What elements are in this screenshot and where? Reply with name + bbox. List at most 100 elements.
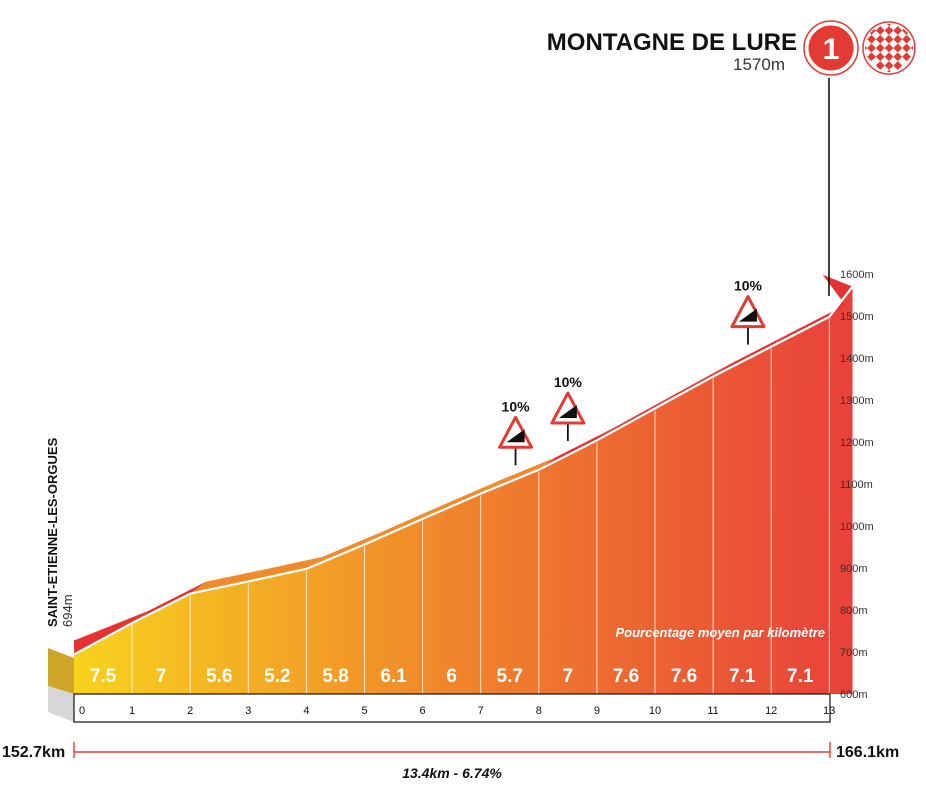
x-axis-ticks: 0 1 2 3 4 5 6 7 8 9 10 11 12 13 bbox=[79, 705, 835, 717]
baseline-band bbox=[73, 693, 831, 723]
gradient-label: 7.5 bbox=[90, 666, 117, 687]
summit-name: MONTAGNE DE LURE bbox=[547, 29, 797, 56]
edge-segment bbox=[422, 481, 497, 519]
flag-cells bbox=[865, 9, 913, 72]
gradient-label: 5.7 bbox=[497, 666, 523, 687]
steep-slope-glyph bbox=[506, 429, 525, 443]
base-band-bottom bbox=[48, 686, 74, 722]
edge-segment bbox=[480, 457, 555, 494]
y-tick-label: 1000m bbox=[840, 521, 874, 533]
gradient-note: Pourcentage moyen par kilomètre bbox=[615, 625, 825, 640]
x-tick-label: 7 bbox=[478, 705, 484, 717]
x-tick-label: 8 bbox=[536, 705, 542, 717]
flag-cell bbox=[902, 52, 911, 62]
flag-cell bbox=[884, 34, 894, 44]
flag-cell bbox=[884, 26, 894, 35]
flag-cell bbox=[884, 61, 894, 70]
y-tick-label: 1300m bbox=[840, 395, 874, 407]
summit-altitude: 1570m bbox=[733, 55, 785, 74]
edge-segment bbox=[822, 274, 853, 317]
y-tick-label: 1500m bbox=[840, 311, 874, 323]
x-tick-label: 9 bbox=[594, 705, 600, 717]
flag-cell bbox=[875, 34, 885, 44]
category-badge: 1 bbox=[803, 20, 859, 76]
flag-cell bbox=[867, 52, 876, 62]
flag-cell bbox=[875, 43, 885, 53]
edge-segment bbox=[306, 532, 381, 569]
steep-label: 10% bbox=[502, 398, 531, 414]
flag-cell bbox=[885, 9, 894, 18]
distance-summary: 13.4km - 6.74% bbox=[402, 765, 502, 781]
flag-cell bbox=[893, 43, 903, 53]
x-tick-label: 2 bbox=[187, 705, 193, 717]
gradient-label: 7 bbox=[156, 666, 167, 687]
end-km-label: 166.1km bbox=[836, 744, 899, 761]
start-km-label: 152.7km bbox=[2, 744, 65, 761]
gradient-label: 6.1 bbox=[380, 666, 407, 687]
gradient-label: 7 bbox=[563, 666, 574, 687]
gradient-label: 5.8 bbox=[322, 666, 348, 687]
start-name: SAINT-ETIENNE-LES-ORGUES bbox=[45, 437, 60, 627]
steep-slope-glyph bbox=[738, 308, 757, 322]
flag-cell bbox=[893, 61, 903, 70]
flag-cell bbox=[902, 43, 911, 53]
profile-line bbox=[73, 285, 854, 656]
gradient-label: 7.1 bbox=[729, 666, 756, 687]
y-tick-label: 1200m bbox=[840, 437, 874, 449]
base-band-top bbox=[48, 648, 74, 694]
flag-cell bbox=[884, 52, 894, 62]
y-tick-label: 1600m bbox=[840, 269, 874, 281]
x-tick-label: 4 bbox=[303, 705, 309, 717]
profile-area bbox=[74, 286, 853, 694]
flag-cell bbox=[902, 34, 911, 44]
steep-warning-icon bbox=[730, 295, 766, 329]
flag-cell bbox=[893, 52, 903, 62]
edge-segment bbox=[190, 569, 265, 594]
category-badge-text: 1 bbox=[823, 33, 840, 66]
y-tick-label: 900m bbox=[840, 563, 868, 575]
y-tick-label: 800m bbox=[840, 605, 868, 617]
steep-label: 10% bbox=[734, 278, 763, 294]
x-tick-label: 12 bbox=[765, 705, 777, 717]
steep-warning-icon bbox=[498, 415, 534, 449]
steep-section-marker: 10% bbox=[550, 374, 586, 442]
km-gridlines bbox=[131, 318, 830, 694]
edge-segment bbox=[364, 506, 439, 545]
steep-label: 10% bbox=[554, 374, 583, 390]
start-altitude: 694m bbox=[60, 594, 75, 627]
flag-cell bbox=[875, 52, 885, 62]
y-tick-label: 600m bbox=[840, 689, 868, 701]
steep-section-marker: 10% bbox=[730, 278, 766, 345]
x-tick-label: 11 bbox=[707, 705, 718, 717]
gradient-label: 7.6 bbox=[613, 666, 639, 687]
x-tick-label: 13 bbox=[823, 705, 835, 717]
flag-cell bbox=[867, 34, 876, 44]
x-tick-label: 10 bbox=[649, 705, 661, 717]
y-axis-ticks: 600m 700m 800m 900m 1000m 1100m 1200m 1300m 1400… bbox=[840, 269, 874, 701]
flag-cell bbox=[875, 61, 885, 70]
y-tick-label: 1100m bbox=[840, 479, 873, 491]
y-tick-label: 1400m bbox=[840, 353, 874, 365]
flag-cell bbox=[867, 43, 876, 53]
gradient-label: 7.6 bbox=[671, 666, 697, 687]
flag-cell bbox=[875, 26, 885, 35]
steep-warning-icon bbox=[550, 391, 586, 425]
gradient-labels: 7.5 7 5.6 5.2 5.8 6.1 6 5.7 7 7.6 7.6 7.1 7.1 bbox=[90, 666, 814, 687]
flag-cell bbox=[893, 34, 903, 44]
x-tick-label: 0 bbox=[79, 705, 85, 717]
flag-ring bbox=[862, 21, 916, 75]
steep-section-marker: 10% bbox=[498, 398, 534, 466]
flag-cell bbox=[884, 43, 894, 53]
profile-edge bbox=[73, 274, 854, 656]
flag-cell bbox=[893, 26, 903, 35]
x-tick-label: 5 bbox=[361, 705, 367, 717]
y-tick-label: 700m bbox=[840, 647, 868, 659]
profile-fill bbox=[74, 286, 853, 694]
steep-slope-glyph bbox=[558, 405, 577, 419]
edge-segment bbox=[248, 556, 323, 582]
gradient-label: 7.1 bbox=[787, 666, 814, 687]
steep-sections: 10% 10% 10% bbox=[498, 278, 766, 466]
x-tick-label: 3 bbox=[245, 705, 251, 717]
gradient-label: 6 bbox=[446, 666, 457, 687]
